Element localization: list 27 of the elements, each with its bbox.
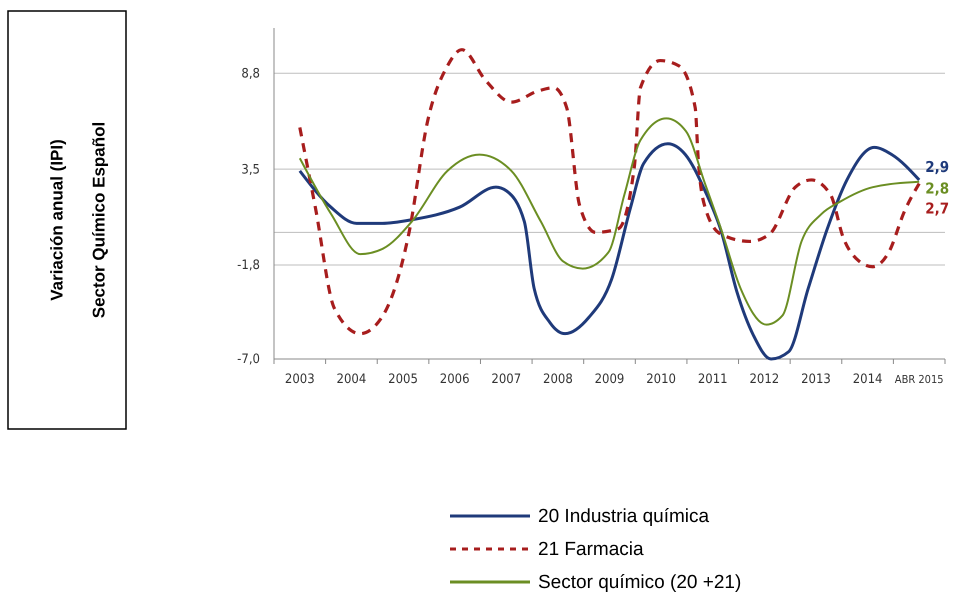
x-tick-label: 2005 [388,372,418,387]
y-tick-label: 3,5 [241,162,260,178]
data-label: 2,9 [925,158,950,176]
legend-label: Sector químico (20 +21) [538,572,742,592]
legend-label: 20 Industria química [538,506,710,527]
x-tick-label: 2010 [646,372,676,387]
x-tick-label: 2009 [594,372,624,387]
y-tick-label: 8,8 [241,66,260,82]
text: Variación anual (IPI) Sector Químico Español [48,122,108,318]
y-tick-label: -7,0 [237,352,260,368]
x-tick-label: 2006 [440,372,470,387]
x-tick-label: ABR 2015 [894,373,944,386]
line-series [298,117,920,326]
legend-label: 21 Farmacia [538,539,644,560]
data-label: 2,8 [925,180,950,198]
x-tick-label: 2003 [284,372,315,387]
x-tick-label: 2011 [698,372,728,387]
x-tick-label: 2013 [801,372,831,387]
line-series [298,142,921,360]
line-series [298,48,921,336]
x-tick-label: 2008 [543,372,573,387]
x-tick-label: 2004 [336,372,366,387]
y-tick-label: -1,8 [237,258,260,274]
x-tick-label: 2007 [491,372,522,387]
x-tick-label: 2014 [852,372,882,387]
x-tick-label: 2012 [749,372,780,387]
data-label: 2,7 [925,200,950,218]
